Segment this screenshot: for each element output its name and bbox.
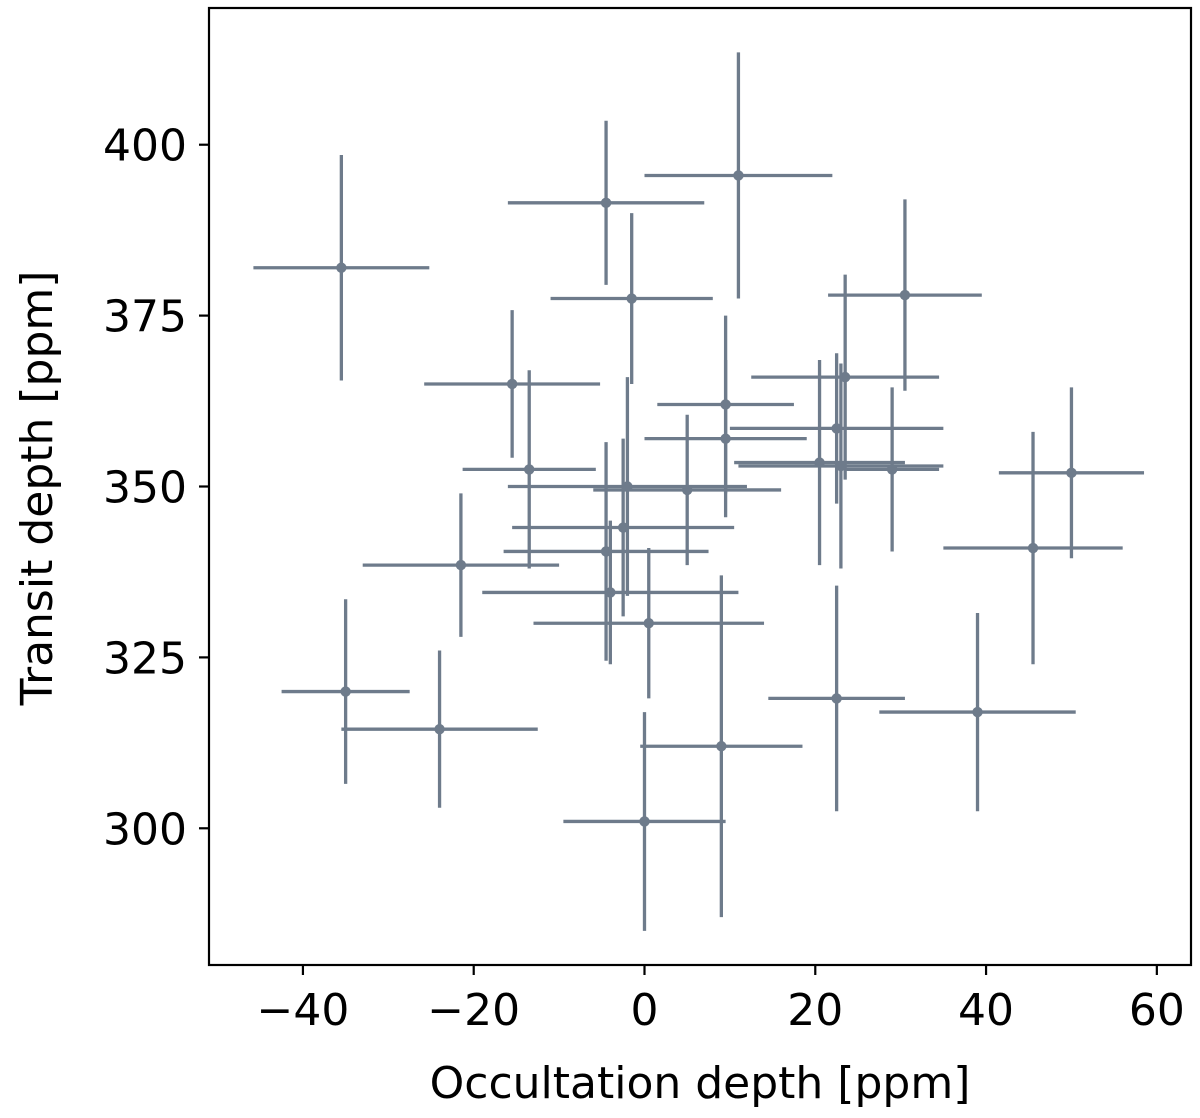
data-point [640, 575, 803, 918]
x-tick-label: −40 [257, 985, 350, 1036]
point-marker [835, 460, 847, 472]
point-marker [733, 170, 744, 181]
data-point [253, 154, 430, 381]
point-marker [600, 546, 612, 557]
point-marker [622, 481, 633, 492]
point-marker [831, 423, 842, 434]
y-tick-label: 300 [103, 804, 187, 855]
point-marker [455, 559, 467, 571]
data-point [281, 599, 410, 784]
data-point [738, 363, 944, 569]
data-point [341, 650, 538, 808]
point-marker [617, 522, 629, 533]
point-marker [831, 693, 842, 704]
point-marker [336, 262, 347, 273]
data-point [644, 360, 807, 518]
point-marker [340, 686, 351, 697]
data-point [507, 377, 747, 596]
point-marker [720, 433, 731, 444]
y-tick-label: 350 [103, 463, 187, 514]
data-point [563, 712, 726, 931]
plot-marks [253, 52, 1145, 931]
point-marker [1027, 542, 1039, 554]
data-point [734, 360, 905, 566]
point-marker [524, 464, 535, 475]
point-marker [434, 723, 445, 735]
y-tick-label: 400 [103, 121, 187, 172]
data-point [503, 442, 709, 661]
x-tick-label: 60 [1129, 985, 1185, 1036]
point-marker [506, 378, 518, 390]
data-point [462, 370, 596, 569]
data-point [644, 52, 833, 299]
x-tick-label: 40 [958, 985, 1014, 1036]
point-marker [716, 741, 727, 752]
point-marker [899, 289, 911, 301]
data-point [828, 199, 982, 391]
x-tick-label: −20 [427, 985, 520, 1036]
data-point [998, 387, 1145, 559]
data-point [550, 213, 713, 384]
point-marker [639, 816, 650, 827]
data-point [768, 585, 905, 812]
data-point [507, 120, 705, 285]
data-point [751, 274, 940, 480]
data-point [512, 438, 735, 617]
x-axis-title: Occultation depth [ppm] [430, 1058, 971, 1109]
x-tick-label: 20 [787, 985, 843, 1036]
data-point [845, 387, 940, 552]
data-point [533, 548, 765, 699]
data-point [424, 310, 601, 458]
point-marker [600, 197, 612, 209]
point-marker [626, 293, 637, 304]
x-tick-label: 0 [630, 985, 658, 1036]
point-marker [839, 371, 851, 383]
y-tick-label: 325 [103, 633, 187, 684]
axis-ticks: −40 −20 0 20 40 60 300 325 350 375 400 [103, 121, 1185, 1036]
point-marker [972, 706, 983, 718]
point-marker [605, 587, 616, 598]
point-marker [643, 618, 654, 629]
y-axis-title: Transit depth [ppm] [12, 271, 63, 707]
data-point [482, 520, 739, 665]
data-point [943, 431, 1123, 665]
data-point [879, 612, 1076, 812]
point-marker [1066, 467, 1077, 479]
data-point [362, 493, 560, 637]
point-marker [886, 464, 898, 475]
y-tick-label: 375 [103, 292, 187, 343]
